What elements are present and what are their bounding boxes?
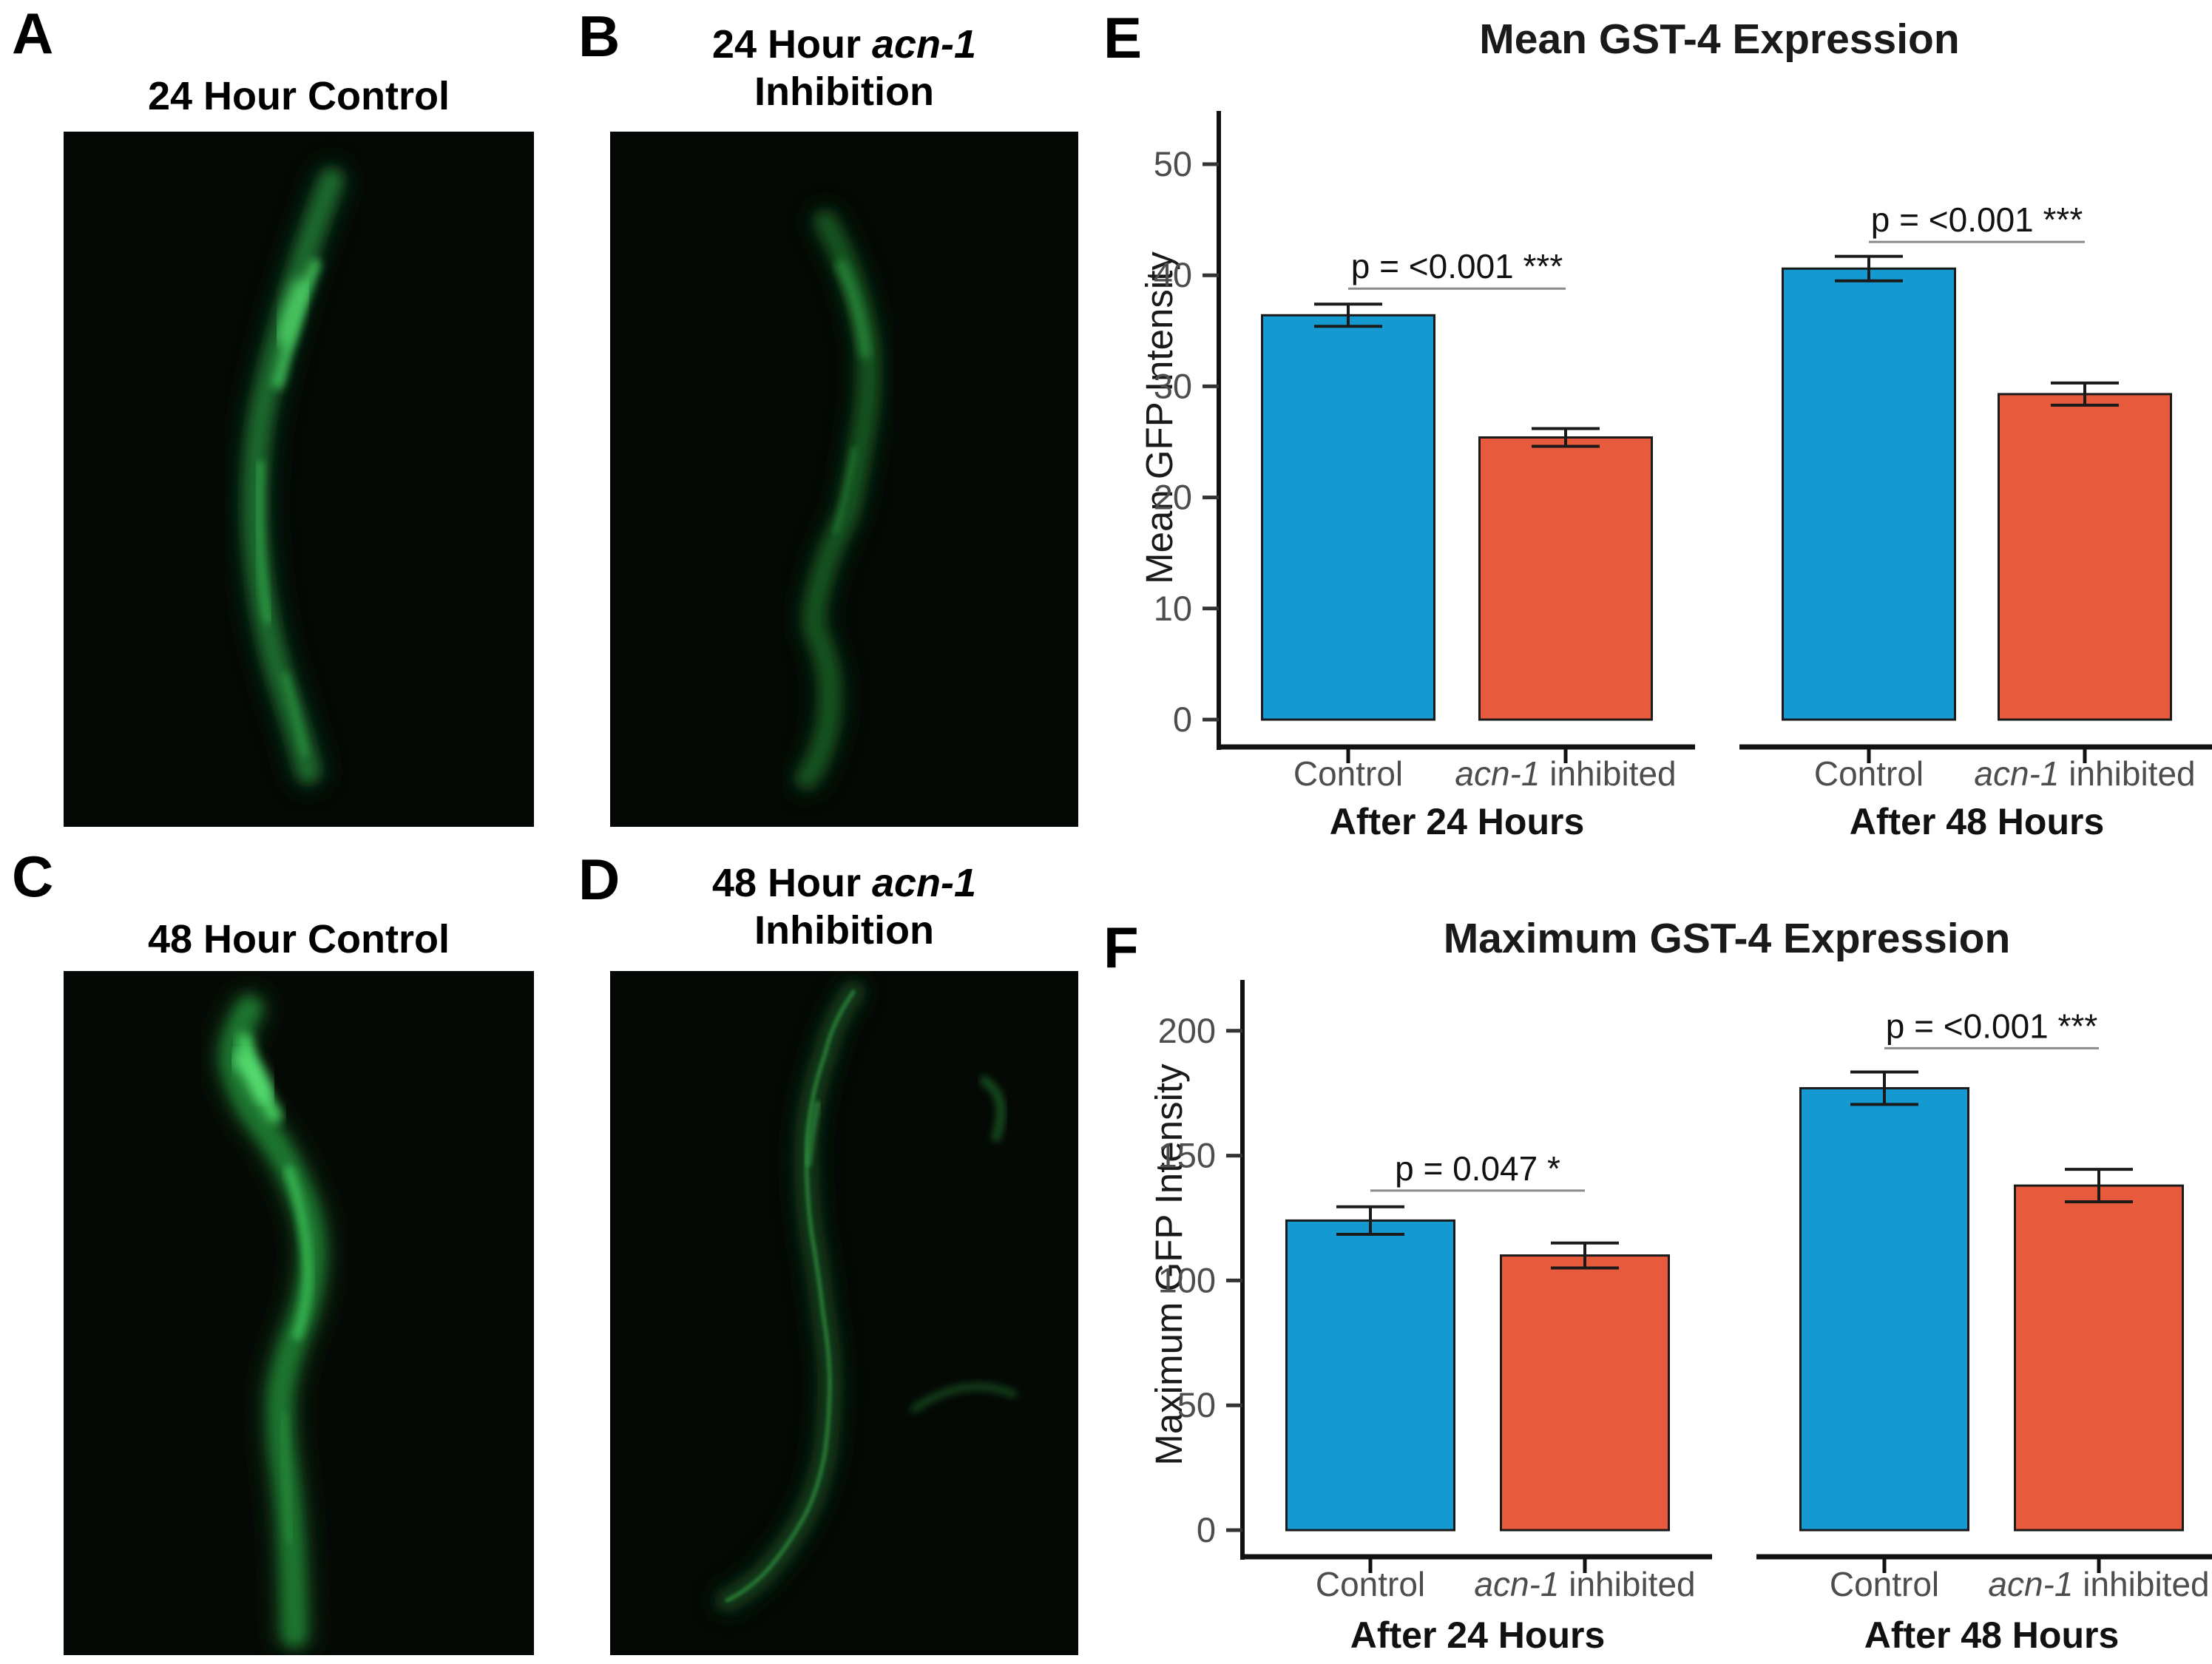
y-axis-label: Maximum GFP Intensity bbox=[1148, 1063, 1190, 1466]
worm-body-d bbox=[980, 1076, 1006, 1142]
panel-b-title-italic: acn-1 bbox=[871, 22, 977, 67]
chart-title: Mean GST-4 Expression bbox=[1479, 16, 1959, 63]
bar-acn1-inhibited bbox=[1478, 436, 1653, 721]
x-tick-label: acn-1 inhibited bbox=[1455, 754, 1676, 793]
worm-body-d bbox=[910, 1383, 1017, 1413]
bar-control bbox=[1285, 1219, 1455, 1532]
y-axis-label: Mean GFP Intensity bbox=[1138, 251, 1180, 584]
x-tick-label: Control bbox=[1293, 754, 1403, 793]
panel-d-title-line2: Inhibition bbox=[754, 908, 934, 953]
x-tick-label: Control bbox=[1830, 1565, 1939, 1603]
panel-a-title: 24 Hour Control bbox=[64, 72, 534, 120]
panel-b-title-line1: 24 Hour acn-1 bbox=[711, 22, 977, 67]
y-tick-label: 20 bbox=[1154, 478, 1192, 517]
worm-body-a bbox=[254, 460, 272, 624]
panel-c-title: 48 Hour Control bbox=[64, 916, 534, 963]
y-tick-label: 50 bbox=[1177, 1385, 1216, 1424]
facet-group-label: After 48 Hours bbox=[1850, 801, 2105, 842]
panel-d-title-italic: acn-1 bbox=[871, 861, 977, 905]
chart-title: Maximum GST-4 Expression bbox=[1444, 915, 2011, 962]
p-value-annotation: p = <0.001 *** bbox=[1871, 200, 2083, 239]
micrograph-48h-control bbox=[64, 971, 534, 1655]
worm-body-b bbox=[836, 260, 870, 359]
y-tick-label: 40 bbox=[1154, 255, 1192, 294]
p-value-annotation: p = <0.001 *** bbox=[1886, 1007, 2098, 1045]
y-tick-label: 0 bbox=[1197, 1510, 1216, 1549]
panel-b-letter: B bbox=[578, 4, 620, 69]
p-value-annotation: p = <0.001 *** bbox=[1351, 247, 1563, 285]
x-tick-label: acn-1 inhibited bbox=[1974, 754, 2195, 793]
facet-group-label: After 24 Hours bbox=[1350, 1614, 1606, 1656]
panel-b-title: 24 Hour acn-1 Inhibition bbox=[610, 21, 1078, 115]
facet-group-label: After 24 Hours bbox=[1330, 801, 1585, 842]
worm-body-d bbox=[805, 1100, 821, 1167]
x-tick-label: Control bbox=[1814, 754, 1924, 793]
worm-body-b bbox=[833, 447, 857, 534]
bar-acn1-inhibited bbox=[1998, 393, 2172, 721]
panel-d-title: 48 Hour acn-1 Inhibition bbox=[610, 859, 1078, 954]
micrograph-24h-acn1-inhibition bbox=[610, 132, 1078, 827]
worm-body-c bbox=[231, 1050, 274, 1103]
x-tick-label: acn-1 inhibited bbox=[1474, 1565, 1695, 1603]
mean-gst4-expression-bar-chart: Mean GST-4 Expression Mean GFP Intensity 0… bbox=[1138, 16, 2212, 842]
panel-b-title-line2: Inhibition bbox=[754, 70, 934, 114]
y-tick-label: 100 bbox=[1158, 1260, 1216, 1299]
panel-c-letter: C bbox=[12, 844, 54, 909]
y-tick-label: 150 bbox=[1158, 1136, 1216, 1175]
panel-f-letter: F bbox=[1103, 915, 1139, 980]
panel-d-letter: D bbox=[578, 847, 620, 912]
y-tick-label: 10 bbox=[1154, 589, 1192, 628]
worm-body-c bbox=[284, 1166, 314, 1340]
bar-control bbox=[1261, 314, 1435, 721]
bar-control bbox=[1782, 267, 1956, 721]
bar-control bbox=[1799, 1086, 1969, 1532]
y-tick-label: 200 bbox=[1158, 1011, 1216, 1050]
panel-d-title-line1: 48 Hour acn-1 bbox=[711, 861, 977, 905]
worm-body-a bbox=[282, 672, 308, 757]
maximum-gst4-expression-bar-chart: Maximum GST-4 Expression Maximum GFP Inte… bbox=[1148, 915, 2212, 1656]
facet-group-label: After 48 Hours bbox=[1864, 1614, 2120, 1656]
bar-acn1-inhibited bbox=[2014, 1184, 2184, 1532]
panel-c-title-text: 48 Hour Control bbox=[147, 917, 450, 961]
y-tick-label: 0 bbox=[1173, 700, 1192, 739]
worm-body-a bbox=[276, 279, 310, 345]
panel-e-letter: E bbox=[1103, 5, 1143, 70]
panel-a-letter: A bbox=[12, 1, 54, 66]
micrograph-24h-control bbox=[64, 132, 534, 827]
worm-body-d bbox=[725, 990, 856, 1603]
x-tick-label: Control bbox=[1316, 1565, 1425, 1603]
micrograph-48h-acn1-inhibition bbox=[610, 971, 1078, 1655]
worm-body-c bbox=[280, 1411, 294, 1544]
y-tick-label: 50 bbox=[1154, 144, 1192, 183]
micrograph-background bbox=[610, 971, 1078, 1655]
p-value-annotation: p = 0.047 * bbox=[1395, 1149, 1560, 1188]
x-tick-label: acn-1 inhibited bbox=[1988, 1565, 2209, 1603]
panel-a-title-text: 24 Hour Control bbox=[147, 74, 450, 118]
y-tick-label: 30 bbox=[1154, 366, 1192, 405]
bar-acn1-inhibited bbox=[1500, 1254, 1670, 1532]
